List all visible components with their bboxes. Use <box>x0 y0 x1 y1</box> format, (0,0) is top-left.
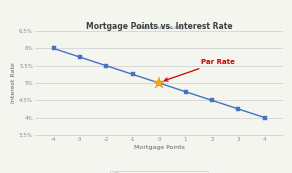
Legend: ❖ For illustration purposes only: ❖ For illustration purposes only <box>110 171 208 173</box>
Y-axis label: Interest Rate: Interest Rate <box>11 63 16 103</box>
Text: Par Rate: Par Rate <box>164 59 235 81</box>
Text: Source: usmo.org: Source: usmo.org <box>135 25 183 30</box>
Title: Mortgage Points vs. Interest Rate: Mortgage Points vs. Interest Rate <box>86 22 232 31</box>
X-axis label: Mortgage Points: Mortgage Points <box>134 145 185 150</box>
